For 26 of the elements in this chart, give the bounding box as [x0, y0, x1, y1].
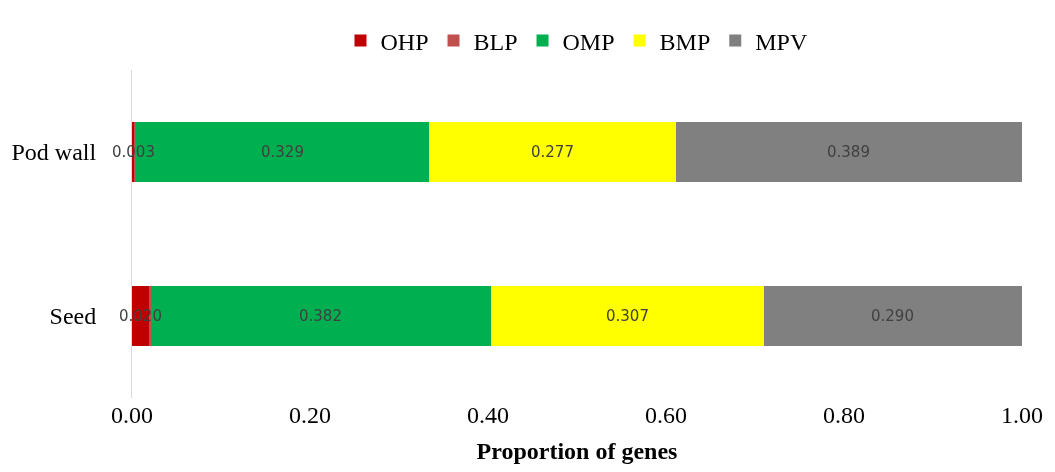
x-tick-label: 0.40 — [467, 402, 509, 428]
x-tick-label: 0.60 — [645, 402, 687, 428]
data-label: 0.003 — [112, 143, 155, 161]
bar — [490, 286, 764, 346]
y-tick-label: Seed — [49, 303, 97, 330]
x-axis-title: Proportion of genes — [476, 438, 678, 465]
y-tick-label: Pod wall — [11, 139, 97, 166]
data-label: 0.389 — [827, 143, 870, 161]
legend-label: MPV — [755, 28, 808, 55]
x-tick-label: 0.80 — [823, 402, 865, 428]
bar — [675, 122, 1022, 182]
legend-label: OMP — [562, 28, 615, 55]
legend-label: BMP — [659, 28, 711, 55]
data-label: 0.382 — [299, 307, 342, 325]
data-label: 0.329 — [261, 143, 304, 161]
x-tick-label: 0.00 — [111, 402, 153, 428]
bar — [763, 286, 1022, 346]
legend-label: BLP — [473, 28, 518, 55]
legend-label: OHP — [380, 28, 429, 55]
x-tick-label: 1.00 — [1001, 402, 1043, 428]
data-label: 0.277 — [531, 143, 574, 161]
data-label: 0.290 — [871, 307, 914, 325]
bar — [429, 122, 676, 182]
data-label: 0.020 — [119, 307, 162, 325]
x-tick-label: 0.20 — [289, 402, 331, 428]
data-label: 0.307 — [606, 307, 649, 325]
